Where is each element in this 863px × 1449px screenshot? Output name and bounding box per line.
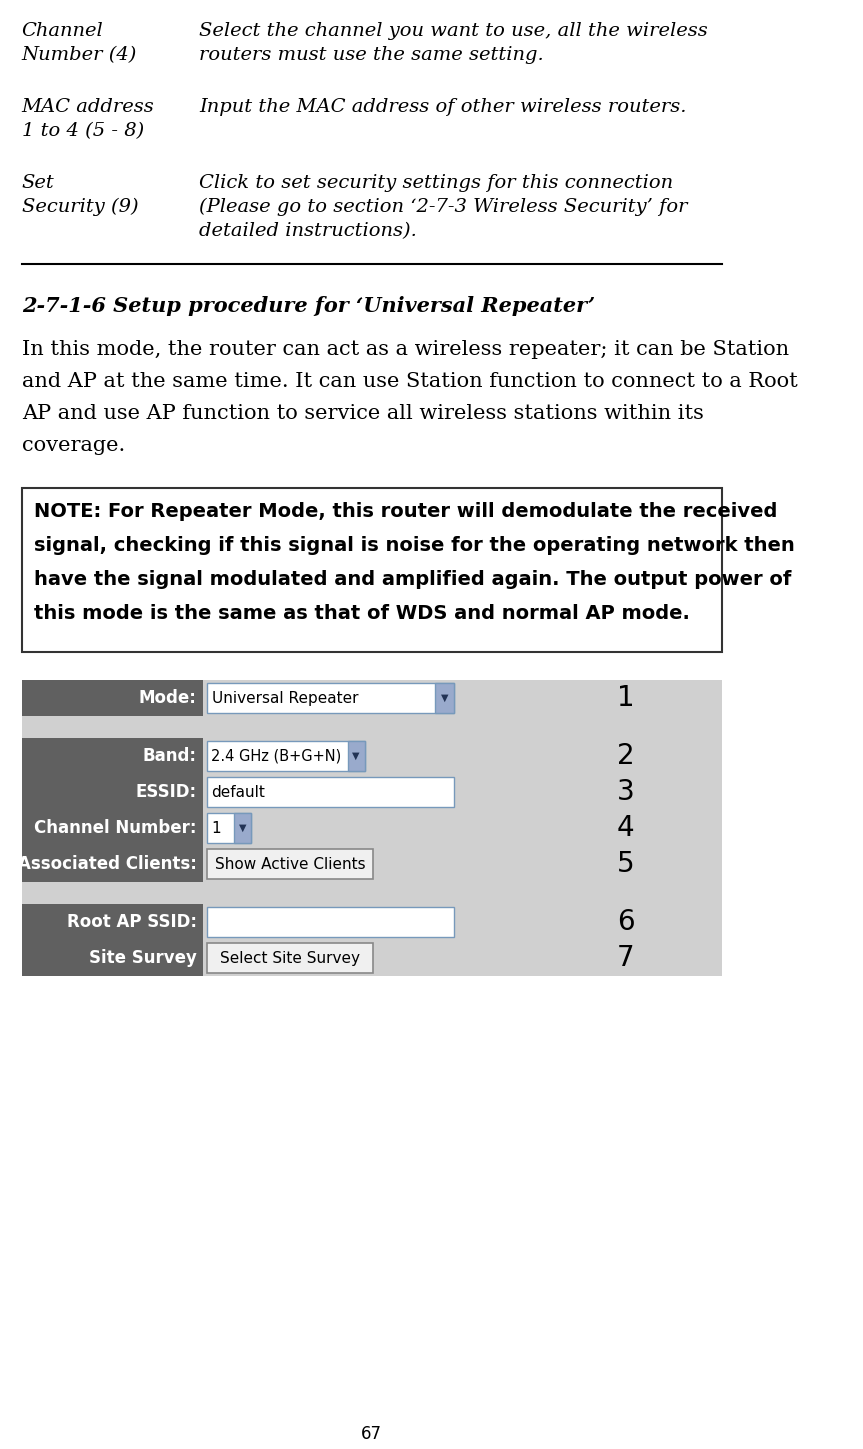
Bar — [22, 680, 204, 716]
Text: 1: 1 — [211, 820, 221, 836]
Bar — [207, 740, 364, 771]
Text: AP and use AP function to service all wireless stations within its: AP and use AP function to service all wi… — [22, 404, 703, 423]
Text: 4: 4 — [617, 814, 634, 842]
Text: 1 to 4 (5 - 8): 1 to 4 (5 - 8) — [22, 122, 144, 141]
Text: 2-7-1-6 Setup procedure for ‘Universal Repeater’: 2-7-1-6 Setup procedure for ‘Universal R… — [22, 296, 595, 316]
Text: Set: Set — [22, 174, 54, 193]
Text: default: default — [211, 784, 265, 800]
Bar — [207, 849, 373, 880]
Text: 3: 3 — [617, 778, 634, 806]
Text: Number (4): Number (4) — [22, 46, 137, 64]
Text: Security (9): Security (9) — [22, 199, 138, 216]
Text: this mode is the same as that of WDS and normal AP mode.: this mode is the same as that of WDS and… — [34, 604, 690, 623]
Bar — [22, 846, 204, 882]
Text: Show Active Clients: Show Active Clients — [215, 856, 365, 871]
Text: and AP at the same time. It can use Station function to connect to a Root: and AP at the same time. It can use Stat… — [22, 372, 797, 391]
Text: Click to set security settings for this connection: Click to set security settings for this … — [199, 174, 673, 193]
Text: Band:: Band: — [142, 748, 197, 765]
Text: Input the MAC address of other wireless routers.: Input the MAC address of other wireless … — [199, 99, 687, 116]
Text: Associated Clients:: Associated Clients: — [17, 855, 197, 872]
Text: 1: 1 — [617, 684, 634, 711]
Bar — [22, 940, 204, 977]
Bar — [22, 810, 204, 846]
Text: Universal Repeater: Universal Repeater — [212, 691, 358, 706]
Bar — [22, 774, 204, 810]
Bar — [22, 904, 204, 940]
Bar — [435, 682, 454, 713]
Text: signal, checking if this signal is noise for the operating network then: signal, checking if this signal is noise… — [34, 536, 795, 555]
Text: 7: 7 — [617, 943, 634, 972]
Bar — [207, 777, 454, 807]
Text: NOTE: For Repeater Mode, this router will demodulate the received: NOTE: For Repeater Mode, this router wil… — [34, 501, 777, 522]
Bar — [207, 813, 251, 843]
Text: Channel Number:: Channel Number: — [34, 819, 197, 838]
Bar — [348, 740, 364, 771]
Text: ▼: ▼ — [239, 823, 246, 833]
Text: (Please go to section ‘2-7-3 Wireless Security’ for: (Please go to section ‘2-7-3 Wireless Se… — [199, 199, 688, 216]
Text: routers must use the same setting.: routers must use the same setting. — [199, 46, 544, 64]
Text: Mode:: Mode: — [139, 690, 197, 707]
Text: Select Site Survey: Select Site Survey — [220, 951, 360, 965]
Text: ▼: ▼ — [441, 693, 449, 703]
Bar — [207, 943, 373, 972]
Text: 2: 2 — [617, 742, 634, 769]
Text: In this mode, the router can act as a wireless repeater; it can be Station: In this mode, the router can act as a wi… — [22, 341, 789, 359]
Text: Site Survey: Site Survey — [89, 949, 197, 966]
Text: MAC address: MAC address — [22, 99, 154, 116]
Text: 6: 6 — [617, 909, 634, 936]
Text: 67: 67 — [361, 1424, 381, 1443]
Bar — [22, 738, 204, 774]
Bar — [207, 907, 454, 938]
Bar — [22, 680, 722, 977]
Bar — [234, 813, 251, 843]
Text: coverage.: coverage. — [22, 436, 125, 455]
Bar — [207, 682, 454, 713]
Text: have the signal modulated and amplified again. The output power of: have the signal modulated and amplified … — [34, 569, 791, 588]
Text: ESSID:: ESSID: — [135, 782, 197, 801]
Text: detailed instructions).: detailed instructions). — [199, 222, 417, 241]
Text: Root AP SSID:: Root AP SSID: — [66, 913, 197, 932]
Text: ▼: ▼ — [352, 751, 360, 761]
Bar — [22, 488, 722, 652]
Text: 2.4 GHz (B+G+N): 2.4 GHz (B+G+N) — [211, 749, 341, 764]
Text: Select the channel you want to use, all the wireless: Select the channel you want to use, all … — [199, 22, 708, 41]
Text: Channel: Channel — [22, 22, 104, 41]
Text: 5: 5 — [617, 851, 634, 878]
